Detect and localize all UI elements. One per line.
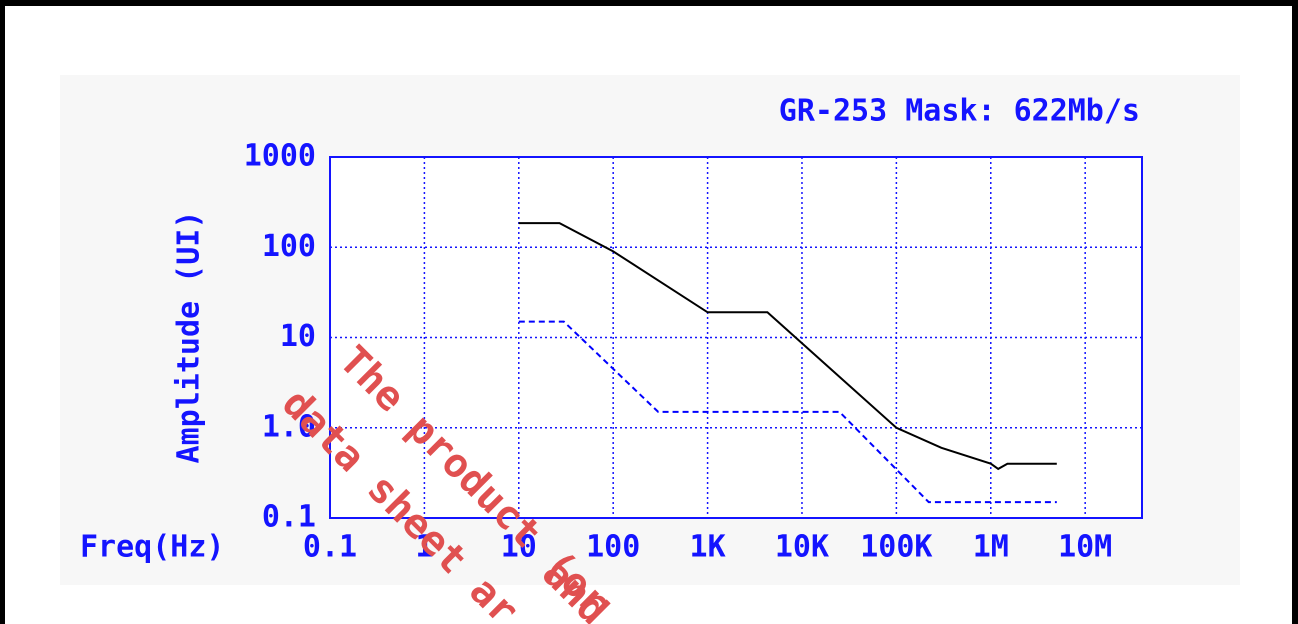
frame-right (1292, 0, 1298, 624)
x-tick-label: 1M (973, 530, 1009, 565)
plot-frame (329, 156, 1143, 519)
x-axis-label: Freq(Hz) (80, 530, 225, 565)
series-line (518, 320, 1057, 504)
y-tick-label: 100 (262, 229, 316, 264)
x-tick-label: 0.1 (303, 530, 357, 565)
x-tick-label: 10K (775, 530, 829, 565)
y-tick-label: 1.0 (262, 409, 316, 444)
frame-left (0, 0, 5, 624)
x-tick-label: 100K (860, 530, 932, 565)
frame-top (0, 0, 1298, 6)
y-axis-label: Amplitude (UI) (172, 211, 207, 464)
series-line (518, 222, 1057, 471)
y-tick-label: 10 (280, 319, 316, 354)
x-tick-label: 1 (415, 530, 433, 565)
x-tick-label: 10M (1058, 530, 1112, 565)
x-tick-label: 100 (586, 530, 640, 565)
y-tick-label: 0.1 (262, 500, 316, 535)
chart-title: GR-253 Mask: 622Mb/s (779, 94, 1140, 129)
x-tick-label: 1K (690, 530, 726, 565)
y-tick-label: 1000 (244, 139, 316, 174)
x-tick-label: 10 (501, 530, 537, 565)
